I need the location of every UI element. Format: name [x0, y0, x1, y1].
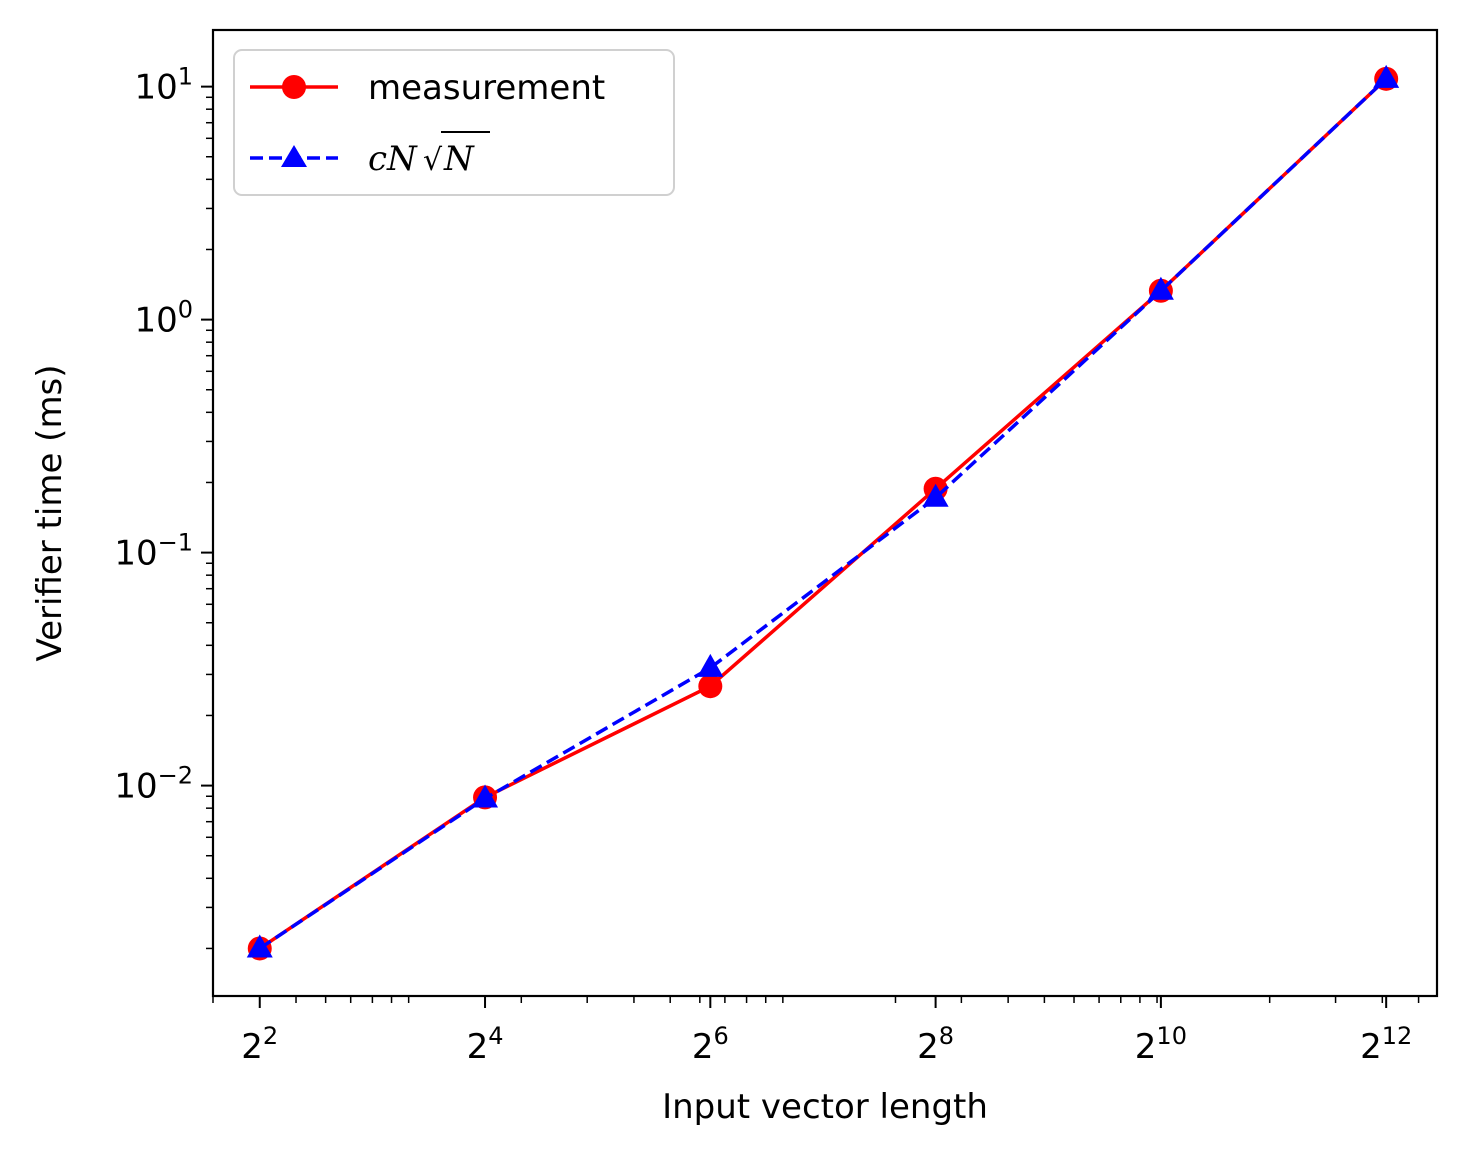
x-tick-label: 24 — [467, 1022, 504, 1067]
plot-frame — [211, 28, 1439, 998]
legend-frame — [233, 49, 675, 196]
major-ticks — [201, 85, 1388, 1008]
y-axis-label: Verifier time (ms) — [30, 364, 70, 661]
svg-text:N: N — [443, 139, 475, 179]
legend: measurement cN √ N — [233, 49, 675, 196]
x-tick-label: 26 — [692, 1022, 729, 1067]
y-tick-label: 10−2 — [114, 762, 193, 807]
data-point-1 — [472, 784, 499, 808]
series-line-1 — [258, 77, 1388, 950]
legend-label-measurement: measurement — [368, 68, 605, 108]
data-point-1 — [246, 934, 273, 958]
y-tick-label: 100 — [134, 296, 193, 341]
x-tick-labels: 22 24 26 28 210 212 — [241, 1022, 1412, 1067]
data-point-1 — [697, 653, 724, 677]
x-tick-label: 22 — [241, 1022, 278, 1067]
data-point-1 — [1147, 276, 1174, 300]
svg-text:cN: cN — [368, 139, 418, 179]
legend-label-fit: cN √ N — [368, 131, 490, 179]
svg-text:√: √ — [423, 143, 443, 178]
y-tick-label: 101 — [134, 63, 193, 108]
x-axis-label: Input vector length — [662, 1087, 988, 1127]
data-point-0 — [698, 674, 723, 699]
legend-marker-fit — [281, 145, 307, 167]
legend-marker-measurement — [282, 75, 306, 99]
data-point-1 — [922, 483, 949, 507]
y-tick-label: 10−1 — [114, 529, 193, 574]
minor-ticks — [206, 96, 1420, 1003]
data-point-1 — [1373, 64, 1400, 88]
y-tick-labels: 10−2 10−1 100 101 — [114, 63, 193, 807]
x-tick-label: 28 — [917, 1022, 954, 1067]
x-tick-label: 212 — [1360, 1022, 1412, 1067]
series-layer — [246, 64, 1400, 961]
x-tick-label: 210 — [1135, 1022, 1187, 1067]
